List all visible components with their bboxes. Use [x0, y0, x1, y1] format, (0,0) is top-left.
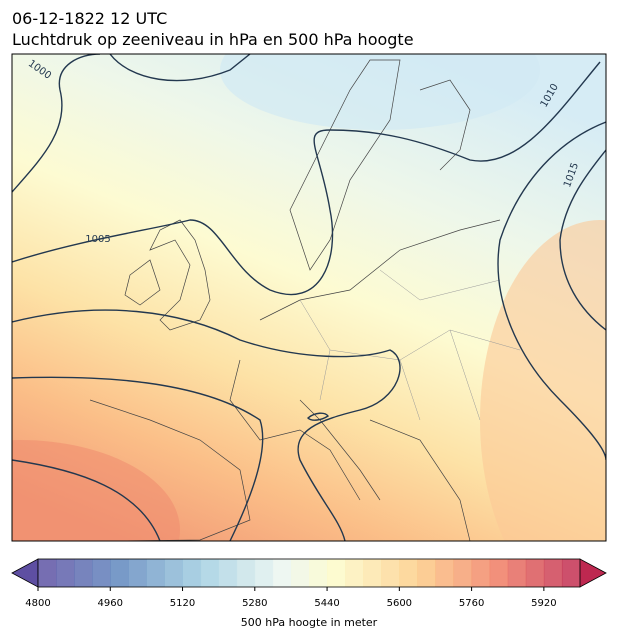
- colorbar-tick-label: 4960: [98, 598, 123, 609]
- colorbar-segment: [254, 559, 274, 587]
- colorbar-tick-label: 5440: [314, 598, 339, 609]
- colorbar-frame: [37, 558, 581, 588]
- colorbar-tick-label: 5920: [531, 598, 556, 609]
- colorbar-tick-label: 4800: [25, 598, 50, 609]
- colorbar-tick-label: 5120: [170, 598, 195, 609]
- colorbar-segment: [561, 559, 581, 587]
- colorbar: 4800 4960 5120 5280 5440 5600 5760 5920 500 hPa …: [11, 558, 607, 629]
- colorbar-extend: [579, 558, 607, 588]
- colorbar-label: 500 hPa hoogte in meter: [241, 616, 378, 629]
- colorbar-segment: [381, 559, 400, 587]
- subtitle: Luchtdruk op zeeniveau in hPa en 500 hPa…: [12, 30, 414, 49]
- colorbar-segment: [200, 559, 220, 587]
- colorbar-tick-label: 5760: [459, 598, 484, 609]
- colorbar-segment: [363, 559, 382, 587]
- colorbar-segment: [74, 559, 93, 587]
- colorbar-segment: [92, 559, 111, 587]
- colorbar-segment: [417, 559, 436, 587]
- colorbar-segment: [489, 559, 509, 587]
- title: 06-12-1822 12 UTC: [12, 9, 167, 28]
- colorbar-segment: [327, 559, 346, 587]
- colorbar-segment: [38, 559, 57, 587]
- colorbar-segment: [236, 559, 256, 587]
- colorbar-segment: [164, 559, 184, 587]
- colorbar-segment: [290, 559, 310, 587]
- colorbar-segment: [453, 559, 473, 587]
- map: [12, 54, 606, 541]
- colorbar-tick-label: 5280: [242, 598, 267, 609]
- colorbar-segment: [56, 559, 75, 587]
- colorbar-segment: [272, 559, 292, 587]
- colorbar-segment: [345, 559, 364, 587]
- colorbar-segment: [543, 559, 563, 587]
- colorbar-segment: [435, 559, 455, 587]
- colorbar-segment: [399, 559, 418, 587]
- colorbar-segment: [182, 559, 202, 587]
- colorbar-extend: [11, 558, 39, 588]
- colorbar-segment: [309, 559, 328, 587]
- isobar-label: 1005: [85, 234, 110, 245]
- colorbar-segment: [146, 559, 165, 587]
- colorbar-segment: [471, 559, 491, 587]
- colorbar-segment: [110, 559, 129, 587]
- colorbar-segment: [128, 559, 147, 587]
- colorbar-segment: [507, 559, 527, 587]
- colorbar-tick-label: 5600: [387, 598, 412, 609]
- map-frame: [11, 53, 607, 542]
- colorbar-segment: [525, 559, 545, 587]
- colorbar-segment: [218, 559, 238, 587]
